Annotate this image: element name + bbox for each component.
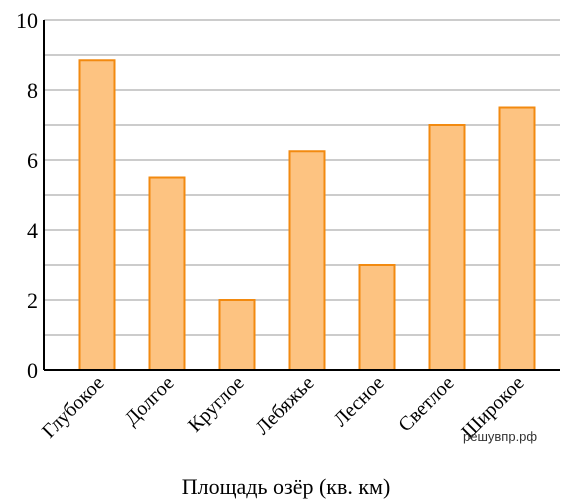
watermark: решувпр.рф — [463, 429, 537, 444]
bar — [78, 59, 116, 371]
y-tick-label: 10 — [16, 8, 38, 33]
bars — [78, 59, 536, 371]
bar — [218, 299, 256, 371]
x-tick-label: Лебяжье — [251, 372, 318, 439]
x-tick-labels: Глубокое Долгое Круглое Лебяжье Лесное Светло… — [38, 372, 529, 443]
x-tick-label: Лесное — [329, 372, 388, 431]
x-tick-label: Долгое — [120, 372, 178, 430]
y-tick-label: 0 — [27, 358, 38, 383]
axes — [43, 20, 560, 371]
bar — [288, 150, 326, 371]
y-tick-label: 8 — [27, 78, 38, 103]
bar — [498, 106, 536, 371]
y-tick-labels: 0 2 4 6 8 10 — [16, 8, 38, 383]
y-tick-label: 6 — [27, 148, 38, 173]
y-tick-label: 2 — [27, 288, 38, 313]
y-tick-label: 4 — [27, 218, 38, 243]
bar — [358, 264, 396, 371]
x-tick-label: Круглое — [184, 372, 249, 437]
bar — [428, 124, 466, 371]
x-tick-label: Светлое — [394, 372, 458, 436]
x-tick-label: Глубокое — [38, 372, 109, 443]
bar — [148, 176, 186, 371]
chart-title: Площадь озёр (кв. км) — [182, 474, 391, 499]
